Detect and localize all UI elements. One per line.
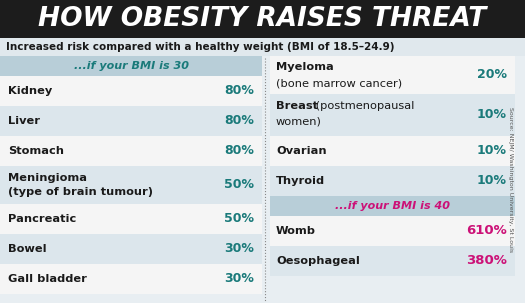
Text: Myeloma: Myeloma — [276, 62, 334, 72]
Bar — [0, 166, 262, 204]
Bar — [0, 0, 525, 38]
Bar — [270, 166, 515, 196]
Bar — [0, 76, 262, 106]
Text: 20%: 20% — [477, 68, 507, 82]
Bar — [270, 216, 515, 246]
Bar — [270, 196, 515, 216]
Bar — [0, 204, 262, 234]
Bar — [0, 234, 262, 264]
Bar — [0, 264, 262, 294]
Text: Liver: Liver — [8, 116, 40, 126]
Text: Meningioma: Meningioma — [8, 173, 87, 183]
Text: Breast: Breast — [276, 101, 318, 111]
Text: Increased risk compared with a healthy weight (BMI of 18.5–24.9): Increased risk compared with a healthy w… — [6, 42, 394, 52]
Text: (type of brain tumour): (type of brain tumour) — [8, 187, 153, 197]
Text: Womb: Womb — [276, 226, 316, 236]
Text: Stomach: Stomach — [8, 146, 64, 156]
Text: 380%: 380% — [466, 255, 507, 268]
Text: 30%: 30% — [224, 272, 254, 285]
Bar — [0, 38, 525, 56]
Bar — [270, 136, 515, 166]
Text: Source: NEJM/ Washington University, St Louis: Source: NEJM/ Washington University, St … — [508, 107, 512, 252]
Text: 80%: 80% — [224, 115, 254, 128]
Text: 80%: 80% — [224, 145, 254, 158]
Text: Pancreatic: Pancreatic — [8, 214, 76, 224]
Bar — [270, 56, 515, 94]
Bar — [0, 136, 262, 166]
Text: 610%: 610% — [466, 225, 507, 238]
Text: women): women) — [276, 117, 322, 127]
Text: 80%: 80% — [224, 85, 254, 98]
Text: Thyroid: Thyroid — [276, 176, 325, 186]
Text: Kidney: Kidney — [8, 86, 52, 96]
Text: Oesophageal: Oesophageal — [276, 256, 360, 266]
Text: (postmenopausal: (postmenopausal — [312, 101, 414, 111]
Bar — [0, 106, 262, 136]
Text: (bone marrow cancer): (bone marrow cancer) — [276, 78, 402, 88]
Text: 10%: 10% — [477, 175, 507, 188]
Text: 30%: 30% — [224, 242, 254, 255]
Bar — [0, 56, 262, 76]
Bar — [270, 246, 515, 276]
Text: ...if your BMI is 30: ...if your BMI is 30 — [74, 61, 188, 71]
Bar — [0, 294, 525, 303]
Text: 10%: 10% — [477, 108, 507, 122]
Text: Ovarian: Ovarian — [276, 146, 327, 156]
Bar — [270, 94, 515, 136]
Text: Bowel: Bowel — [8, 244, 47, 254]
Text: Gall bladder: Gall bladder — [8, 274, 87, 284]
Text: 50%: 50% — [224, 212, 254, 225]
Text: 50%: 50% — [224, 178, 254, 191]
Text: 10%: 10% — [477, 145, 507, 158]
Text: HOW OBESITY RAISES THREAT: HOW OBESITY RAISES THREAT — [38, 6, 487, 32]
Text: ...if your BMI is 40: ...if your BMI is 40 — [335, 201, 450, 211]
